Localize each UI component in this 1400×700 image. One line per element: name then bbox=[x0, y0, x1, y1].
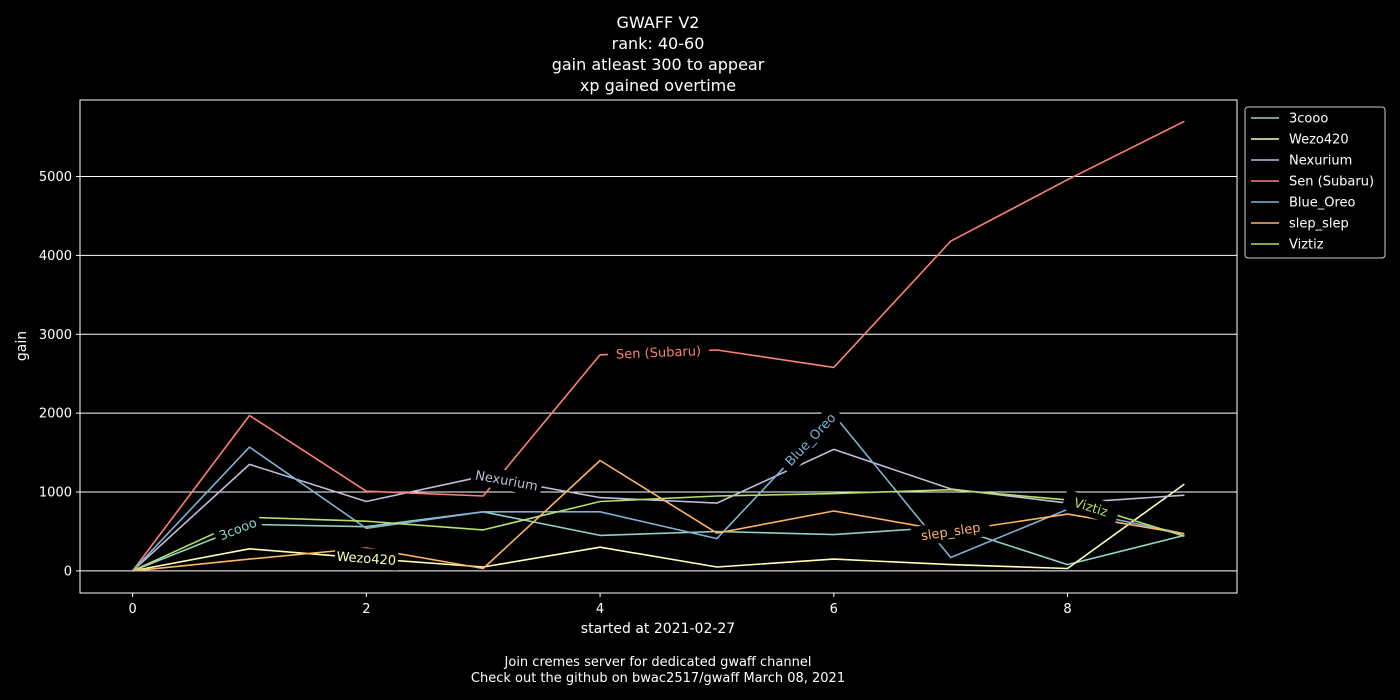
title-line-2: rank: 40-60 bbox=[612, 34, 705, 53]
inline-label-bg bbox=[607, 340, 710, 365]
series-line-3cooo bbox=[132, 510, 1185, 572]
legend-label-slep-slep: slep_slep bbox=[1289, 217, 1349, 232]
inline-label-sen-subaru: Sen (Subaru) bbox=[607, 340, 710, 365]
legend: 3cooo Wezo420 Nexurium Sen (Subaru) Blue_Ore… bbox=[1244, 106, 1386, 259]
inline-label-bg bbox=[1061, 489, 1121, 525]
title-line-1: GWAFF V2 bbox=[617, 13, 700, 32]
y-tick-label: 5000 bbox=[39, 170, 72, 185]
inline-label-bg bbox=[334, 546, 399, 571]
inline-label-slep-slep: slep_slep bbox=[910, 515, 991, 548]
y-axis-ticks: 0 1000 2000 3000 4000 5000 bbox=[39, 170, 80, 579]
y-tick-label: 4000 bbox=[39, 249, 72, 264]
footer: Join cremes server for dedicated gwaff c… bbox=[471, 655, 845, 686]
x-axis-label: started at 2021-02-27 bbox=[581, 621, 735, 637]
y-tick-label: 0 bbox=[64, 564, 72, 579]
x-tick-label: 0 bbox=[128, 602, 136, 617]
legend-label-3cooo: 3cooo bbox=[1289, 112, 1328, 127]
inline-label-wezo420: Wezo420 bbox=[334, 546, 399, 571]
series-line-nexurium bbox=[132, 448, 1185, 572]
title-line-4: xp gained overtime bbox=[580, 76, 736, 95]
y-axis-label: gain bbox=[14, 331, 30, 361]
x-tick-label: 8 bbox=[1063, 602, 1071, 617]
inline-label-text: Sen (Subaru) bbox=[616, 344, 702, 362]
footer-line-2: Check out the github on bwac2517/gwaff M… bbox=[471, 671, 845, 686]
x-axis-ticks: 0 2 4 6 8 bbox=[128, 593, 1072, 617]
legend-label-viztiz: Viztiz bbox=[1289, 238, 1324, 253]
inline-label-text: Wezo420 bbox=[336, 550, 397, 569]
inline-label-bg bbox=[469, 464, 544, 497]
inline-label-bg bbox=[776, 404, 845, 475]
x-tick-label: 4 bbox=[596, 602, 604, 617]
series-line-blue-oreo bbox=[132, 413, 1185, 572]
legend-label-nexurium: Nexurium bbox=[1289, 154, 1352, 169]
footer-line-1: Join cremes server for dedicated gwaff c… bbox=[504, 655, 812, 670]
inline-label-bg bbox=[910, 515, 991, 548]
y-tick-label: 3000 bbox=[39, 328, 72, 343]
x-tick-label: 6 bbox=[830, 602, 838, 617]
title-line-3: gain atleast 300 to appear bbox=[552, 55, 765, 74]
legend-label-sen-subaru: Sen (Subaru) bbox=[1289, 175, 1374, 190]
grid bbox=[80, 176, 1237, 572]
series-line-viztiz bbox=[132, 488, 1185, 572]
x-tick-label: 2 bbox=[362, 602, 370, 617]
y-tick-label: 2000 bbox=[39, 407, 72, 422]
series-line-slep-slep bbox=[132, 459, 1185, 572]
y-tick-label: 1000 bbox=[39, 486, 72, 501]
chart-title: GWAFF V2 rank: 40-60 gain atleast 300 to… bbox=[552, 13, 765, 95]
legend-label-wezo420: Wezo420 bbox=[1289, 133, 1349, 148]
inline-label-bg bbox=[211, 510, 264, 548]
legend-label-blue-oreo: Blue_Oreo bbox=[1289, 196, 1356, 211]
legend-box bbox=[1244, 106, 1386, 259]
